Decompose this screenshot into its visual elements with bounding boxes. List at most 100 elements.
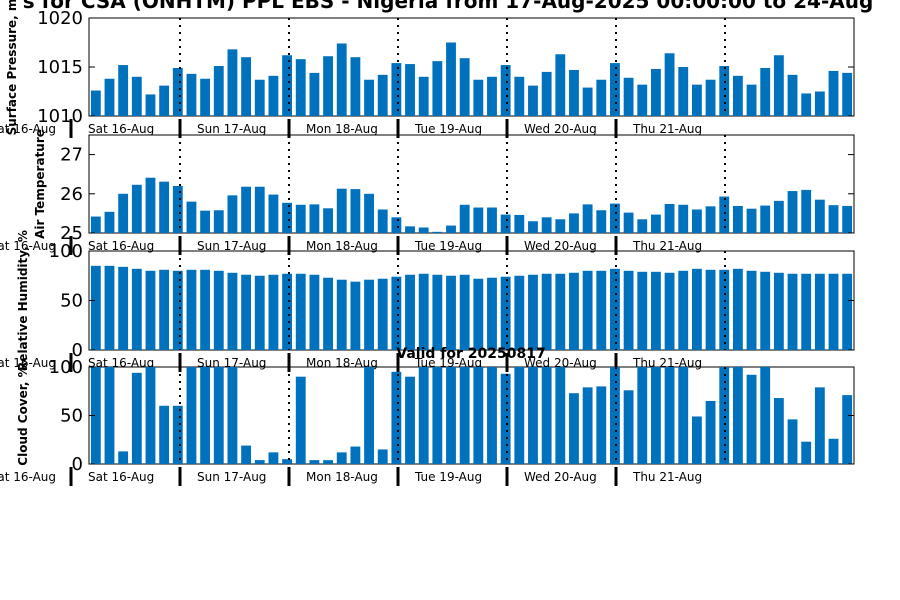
bar (432, 61, 443, 116)
bar (159, 405, 170, 464)
bar (596, 270, 607, 350)
bar (309, 204, 320, 233)
bar (555, 219, 566, 233)
bar (350, 281, 361, 350)
bar (773, 200, 784, 233)
bar (432, 367, 443, 464)
bar (514, 367, 525, 464)
y-axis-label: Air Temperature (33, 129, 47, 239)
bar (651, 367, 661, 464)
bar (418, 367, 429, 464)
bar (118, 193, 129, 233)
bar (582, 270, 593, 350)
bar (596, 79, 607, 116)
bar (473, 79, 484, 116)
bar (773, 398, 784, 464)
bar (500, 65, 511, 116)
bar (760, 205, 771, 233)
bar (623, 212, 634, 233)
bar (282, 459, 292, 464)
bar (131, 76, 142, 116)
bar (227, 367, 238, 464)
bar (555, 54, 566, 116)
bar (651, 68, 661, 116)
bar (814, 273, 825, 350)
bar (732, 205, 743, 233)
bar (186, 73, 197, 116)
bar (186, 269, 197, 350)
bar (801, 441, 812, 464)
bar (364, 79, 374, 116)
bar (213, 367, 224, 464)
bar (637, 367, 648, 464)
bar (391, 217, 402, 233)
day-label: Mon 18-Aug (306, 239, 378, 253)
y-tick-label: 1015 (37, 57, 83, 78)
bar (90, 90, 101, 116)
bar (391, 276, 402, 350)
bar (104, 265, 115, 350)
bar (528, 85, 538, 116)
bar (254, 186, 265, 233)
bar (336, 452, 347, 464)
bar (637, 219, 648, 233)
bar (145, 177, 156, 233)
y-tick-label: 26 (60, 184, 83, 205)
bar (336, 279, 347, 350)
bar (350, 57, 361, 116)
bar (377, 209, 388, 233)
bar (186, 201, 197, 233)
bar (514, 214, 525, 233)
bar (541, 71, 552, 116)
bar (268, 75, 279, 116)
bar (678, 204, 689, 233)
bar (309, 72, 320, 116)
bar (691, 416, 702, 464)
bar (596, 210, 607, 233)
bar (705, 400, 716, 464)
bar (787, 191, 798, 233)
y-axis-label: Cloud Cover, % (16, 365, 30, 465)
bar (473, 367, 484, 464)
bar (295, 376, 306, 464)
bar (719, 367, 730, 464)
bar (637, 84, 648, 116)
bar (118, 65, 129, 116)
bar (582, 204, 593, 233)
day-label: Wed 20-Aug (524, 239, 597, 253)
y-tick-label: 1020 (37, 8, 83, 29)
bar (104, 211, 115, 233)
bar (446, 367, 456, 464)
bar (172, 270, 183, 350)
bar (418, 273, 429, 350)
bar (541, 217, 552, 233)
bar (555, 273, 566, 350)
day-label: Tue 19-Aug (414, 239, 482, 253)
bar (842, 395, 853, 464)
day-label: Thu 21-Aug (632, 122, 702, 136)
day-label: Sun 17-Aug (197, 122, 266, 136)
bar (309, 460, 320, 464)
bar (227, 195, 238, 233)
bar (487, 76, 497, 116)
y-axis-label: Relative Humidity, % (16, 230, 30, 371)
day-label: Mon 18-Aug (306, 122, 378, 136)
bar (705, 79, 716, 116)
y-tick-label: 0 (72, 454, 83, 475)
bar (828, 70, 839, 116)
bar (145, 94, 156, 116)
bar (514, 275, 525, 350)
day-label: Wed 20-Aug (524, 122, 597, 136)
bar (719, 196, 730, 233)
bar (418, 227, 429, 233)
bar (227, 49, 238, 116)
bar (582, 87, 593, 116)
day-label: Tue 19-Aug (414, 470, 482, 484)
bar (282, 55, 292, 116)
bar (377, 278, 388, 350)
bar (828, 273, 839, 350)
bar (104, 367, 115, 464)
bar (254, 79, 265, 116)
bar (364, 367, 374, 464)
